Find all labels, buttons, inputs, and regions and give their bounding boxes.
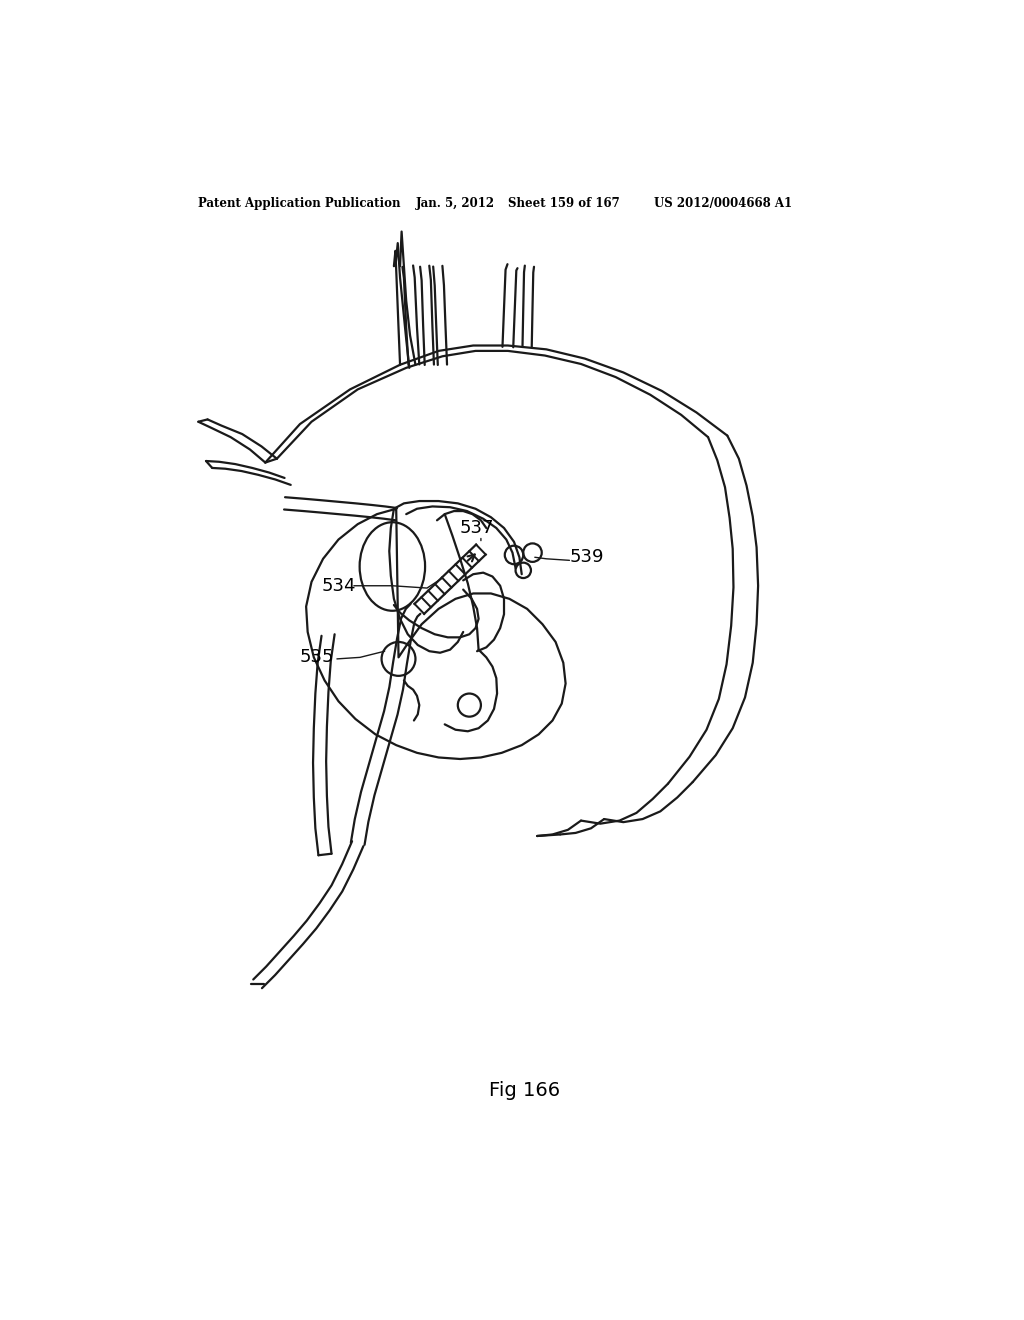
Text: US 2012/0004668 A1: US 2012/0004668 A1 [654, 197, 793, 210]
Text: Patent Application Publication: Patent Application Publication [199, 197, 400, 210]
Text: Jan. 5, 2012: Jan. 5, 2012 [416, 197, 495, 210]
Text: 537: 537 [460, 519, 495, 537]
Text: 539: 539 [569, 548, 604, 566]
Text: Sheet 159 of 167: Sheet 159 of 167 [508, 197, 620, 210]
Text: 534: 534 [322, 577, 356, 595]
Text: Fig 166: Fig 166 [489, 1081, 560, 1100]
Text: 535: 535 [300, 648, 335, 667]
